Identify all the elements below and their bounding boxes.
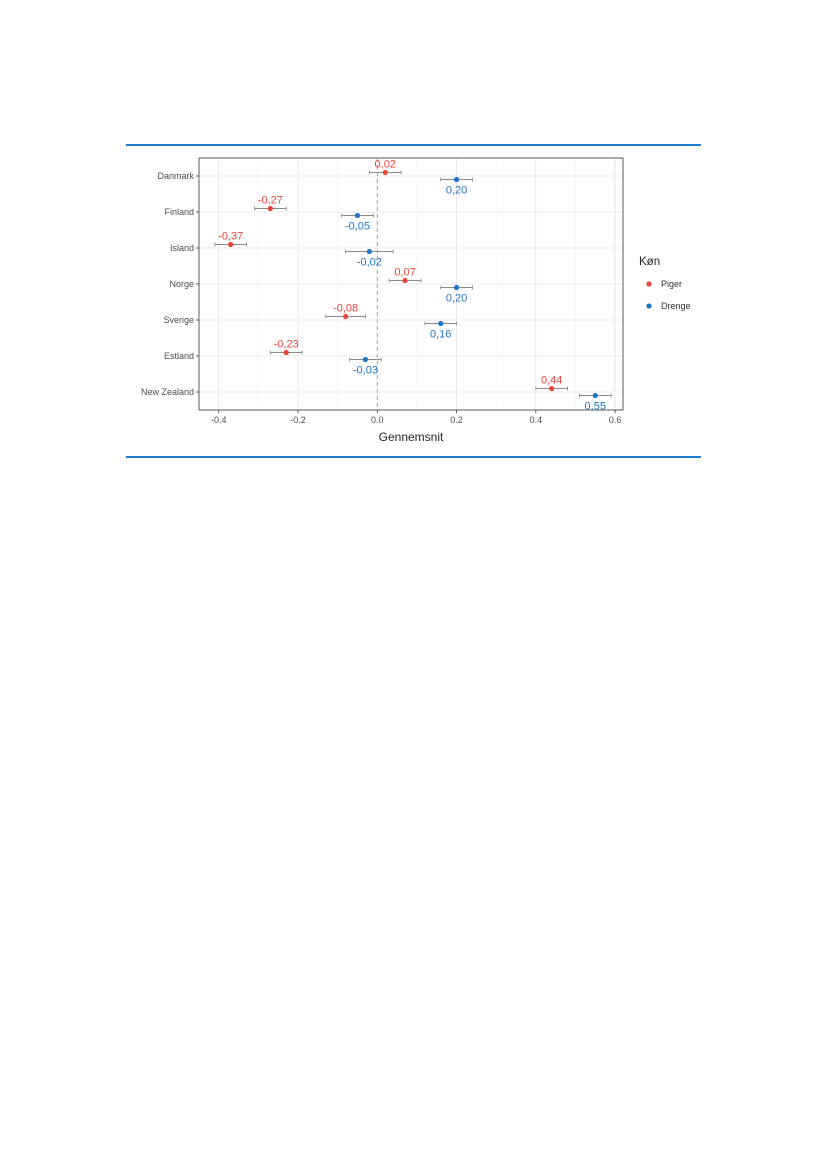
legend-key xyxy=(646,281,652,287)
data-label: 0,44 xyxy=(541,375,562,387)
x-tick-label: -0.2 xyxy=(290,415,306,425)
marks-layer: 0,02 -0,27 -0,37 0,07 -0,08 -0,23 0,44 0,20 -0,0… xyxy=(214,159,612,413)
data-label: -0,02 xyxy=(357,257,382,269)
data-label: 0,20 xyxy=(446,293,467,305)
data-point xyxy=(362,356,369,363)
data-label: 0,07 xyxy=(394,267,415,279)
data-label: 0,20 xyxy=(446,185,467,197)
data-point xyxy=(283,349,289,356)
data-point xyxy=(402,277,408,284)
legend-title: Køn xyxy=(639,256,660,268)
x-tick-label: 0.0 xyxy=(371,415,384,425)
x-tick-label: 0.6 xyxy=(609,415,622,425)
category-label: Danmark xyxy=(157,171,194,181)
category-label: Sverige xyxy=(163,315,194,325)
data-label: 0,16 xyxy=(430,329,451,341)
dot-plot-chart: -0.4 -0.2 0.0 0.2 0.4 0.6 Danmark Finland Island… xyxy=(141,157,691,444)
axis-layer: -0.4 -0.2 0.0 0.2 0.4 0.6 Danmark Finland Island… xyxy=(141,171,621,425)
category-label: New Zealand xyxy=(141,387,194,397)
data-point xyxy=(228,241,234,248)
data-point xyxy=(453,176,460,183)
data-label: -0,08 xyxy=(333,303,358,315)
legend: Køn Piger Drenge xyxy=(639,256,691,311)
category-label: Finland xyxy=(164,207,194,217)
data-point xyxy=(592,392,598,399)
data-point xyxy=(382,169,388,176)
grid-layer xyxy=(199,158,623,410)
data-point xyxy=(343,313,349,320)
data-point xyxy=(549,385,555,392)
x-tick-label: 0.2 xyxy=(450,415,463,425)
category-label: Island xyxy=(170,243,194,253)
legend-label: Piger xyxy=(661,279,682,289)
legend-key xyxy=(646,303,652,309)
data-label: -0,37 xyxy=(218,231,243,243)
data-point xyxy=(354,212,361,219)
data-label: 0,02 xyxy=(375,159,396,171)
data-point xyxy=(438,320,444,327)
data-point xyxy=(267,205,273,212)
data-point xyxy=(453,284,460,291)
data-label: -0,03 xyxy=(353,365,378,377)
data-label: 0,55 xyxy=(585,401,606,413)
data-label: -0,05 xyxy=(345,221,370,233)
x-axis-title: Gennemsnit xyxy=(379,430,444,444)
top-rule xyxy=(126,144,701,146)
legend-label: Drenge xyxy=(661,301,691,311)
bottom-rule xyxy=(126,456,701,458)
category-label: Norge xyxy=(169,279,194,289)
x-tick-label: 0.4 xyxy=(530,415,543,425)
category-label: Estland xyxy=(164,351,194,361)
data-label: -0,23 xyxy=(274,339,299,351)
x-tick-label: -0.4 xyxy=(211,415,227,425)
data-point xyxy=(366,248,372,255)
data-label: -0,27 xyxy=(258,195,283,207)
